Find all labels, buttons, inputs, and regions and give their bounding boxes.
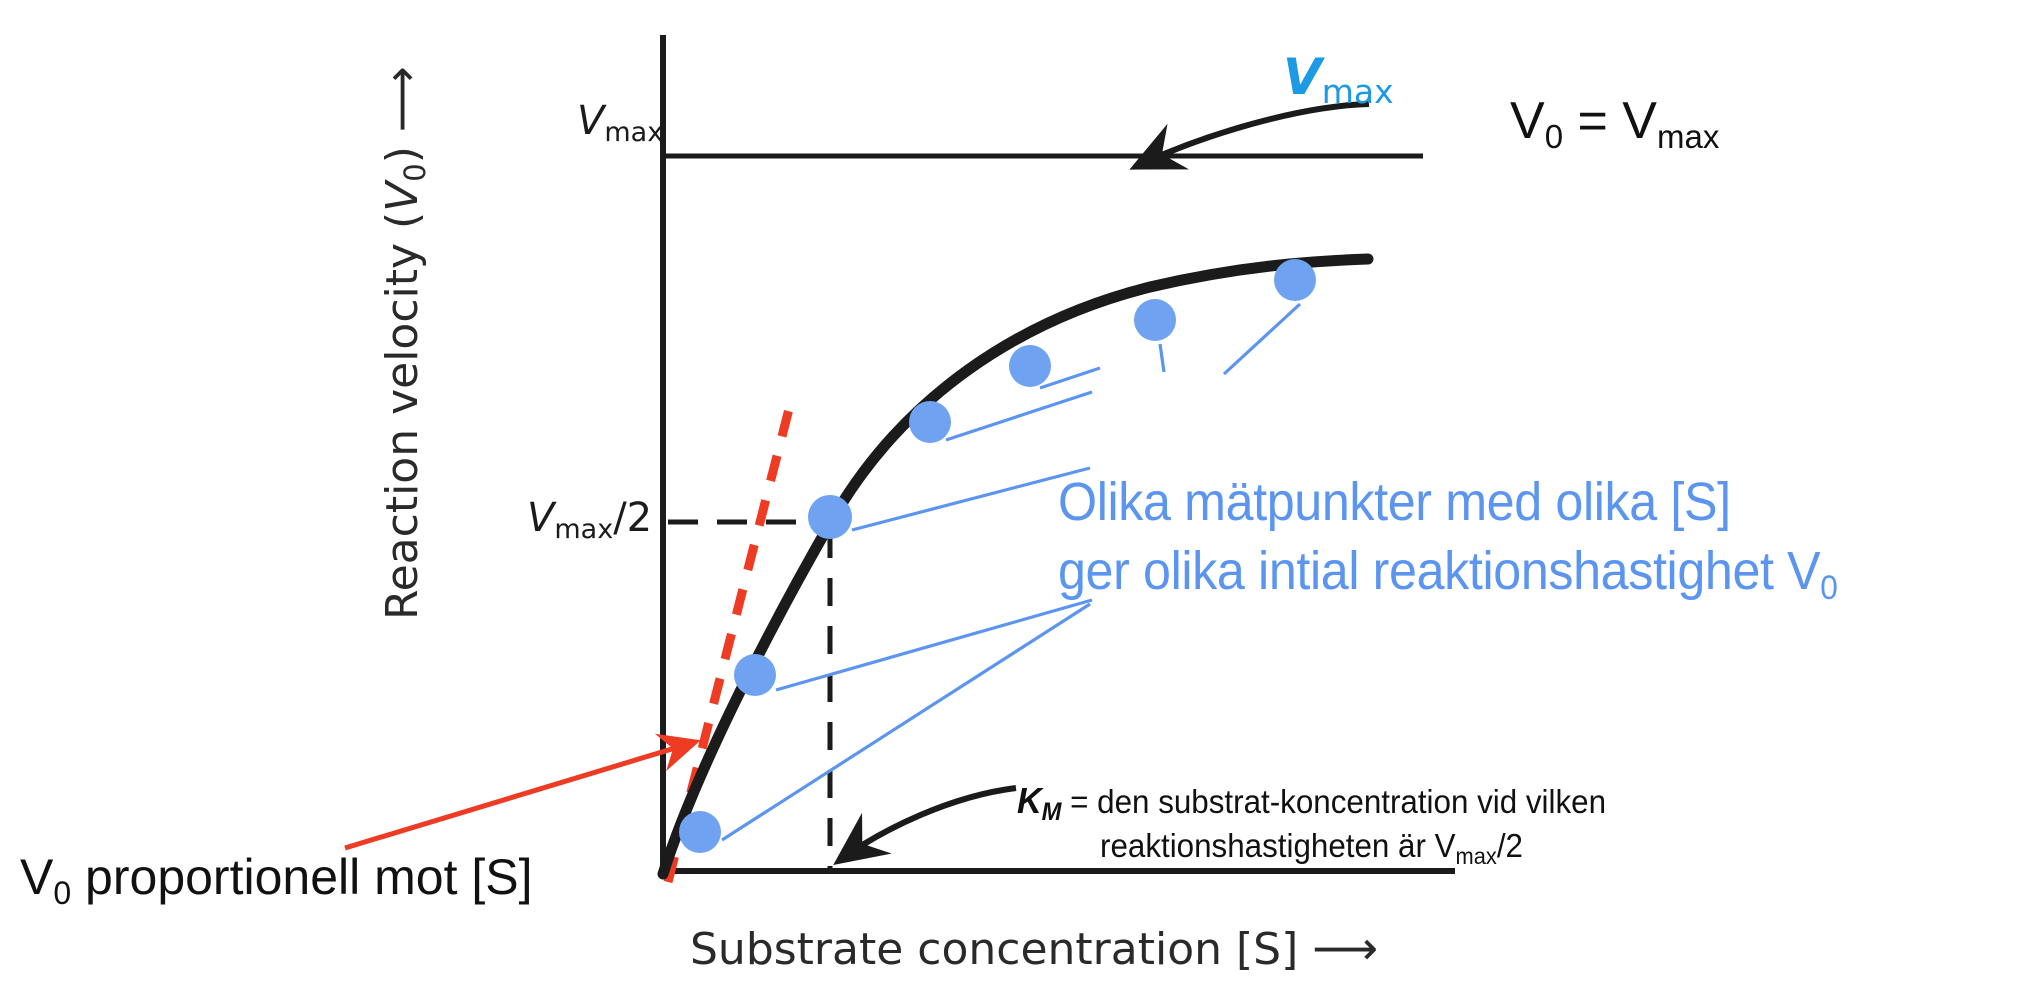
- km-callout-arrow: [833, 785, 1017, 865]
- x-axis-arrow-glyph: ⟶: [1312, 921, 1379, 975]
- data-point[interactable]: [1134, 299, 1176, 341]
- axis-lines: [660, 35, 1455, 874]
- km-caption-line-1-text: = den substrat-koncentration vid vilken: [1061, 783, 1607, 820]
- tick-sub: max: [604, 117, 664, 148]
- eqn-sub: 0: [1544, 118, 1564, 155]
- data-point[interactable]: [1009, 345, 1051, 387]
- proportionality-sub: 0: [53, 875, 72, 911]
- y-tick-label-vmax-half: Vmax/2: [527, 495, 653, 543]
- annotation-line-2: ger olika intial reaktionshastighet V0: [1058, 537, 1838, 608]
- leader-line: [851, 466, 1091, 532]
- proportionality-rest: proportionell mot [S]: [71, 849, 533, 905]
- leader-line: [1158, 343, 1166, 373]
- vmax-callout-label: Vmax: [1283, 52, 1394, 108]
- km-caption-line-2-sub: max: [1455, 842, 1497, 869]
- y-axis-label-var: V: [377, 181, 428, 212]
- leader-lines: [721, 302, 1302, 842]
- vmax-callout-arrow: [1129, 101, 1370, 170]
- data-point[interactable]: [808, 495, 852, 539]
- annotation-line-2-sub: 0: [1820, 569, 1838, 608]
- v0-equals-vmax-label: V0 = Vmax: [1510, 92, 1719, 153]
- leader-line: [775, 598, 1093, 692]
- leader-line: [721, 602, 1091, 842]
- annotation-line-2-text: ger olika intial reaktionshastighet V: [1058, 541, 1821, 602]
- tick-var: V: [527, 495, 555, 541]
- vmax-callout-sub: max: [1321, 72, 1394, 111]
- data-point[interactable]: [679, 811, 721, 853]
- x-axis-label-text: Substrate concentration [S]: [690, 924, 1299, 975]
- annotation-line-1-text: Olika mätpunkter med olika [S]: [1058, 472, 1731, 532]
- initial-rate-tangent: [663, 403, 795, 884]
- y-axis-label-close: ): [377, 146, 428, 164]
- km-definition-caption: KM = den substrat-koncentration vid vilk…: [960, 778, 1663, 869]
- annotation-line-1: Olika mätpunkter med olika [S]: [1058, 468, 1838, 537]
- red-caption-arrow: [344, 733, 701, 851]
- tick-tail: /2: [613, 495, 653, 541]
- x-axis-label: Substrate concentration [S] ⟶: [690, 925, 1378, 972]
- leader-line: [1039, 366, 1101, 390]
- data-point-group: [679, 259, 1316, 853]
- data-point[interactable]: [734, 654, 776, 696]
- michaelis-menten-curve: [657, 253, 1374, 880]
- leader-line: [1222, 302, 1302, 376]
- tick-sub: max: [554, 514, 614, 545]
- eqn-sub2: max: [1657, 118, 1720, 155]
- y-tick-label-vmax: Vmax: [577, 98, 663, 146]
- km-caption-line-2-text: reaktionshastigheten är V: [1100, 826, 1456, 864]
- km-symbol-var: K: [1016, 780, 1042, 821]
- proportionality-caption: V0 proportionell mot [S]: [20, 849, 533, 909]
- proportionality-lead: V: [20, 849, 54, 905]
- data-point[interactable]: [1274, 259, 1316, 301]
- y-axis-label: Reaction velocity (V0) ⟶: [374, 66, 432, 620]
- y-axis-label-text: Reaction velocity (: [377, 211, 428, 620]
- leader-line: [945, 390, 1093, 442]
- km-symbol-sub: M: [1041, 798, 1062, 826]
- km-caption-line-2-post: /2: [1496, 826, 1523, 864]
- km-caption-line-2: reaktionshastigheten är Vmax/2: [960, 825, 1663, 869]
- y-axis-arrow-glyph: ⟶: [374, 66, 428, 133]
- data-point[interactable]: [909, 401, 951, 443]
- km-caption-line-1: KM = den substrat-koncentration vid vilk…: [960, 778, 1663, 826]
- eqn-lead: V: [1510, 92, 1545, 150]
- measurement-points-annotation: Olika mätpunkter med olika [S] ger olika…: [1058, 468, 1838, 608]
- tick-var: V: [577, 98, 605, 144]
- vmax-callout-var: V: [1283, 48, 1322, 106]
- eqn-mid: = V: [1563, 92, 1657, 150]
- y-axis-label-sub: 0: [398, 163, 432, 182]
- km-symbol: KM: [1016, 780, 1061, 826]
